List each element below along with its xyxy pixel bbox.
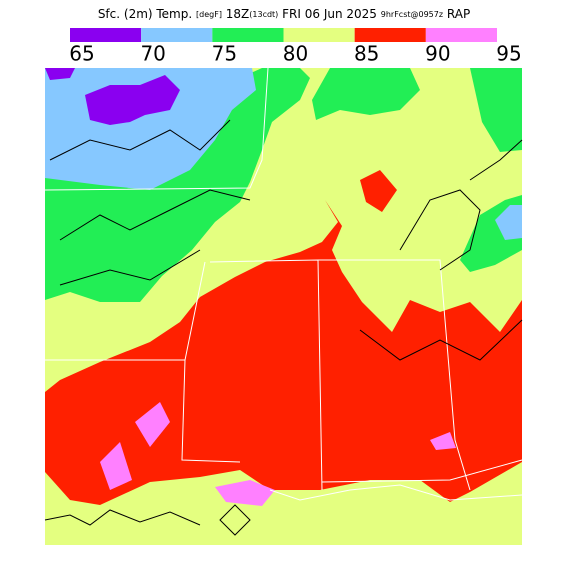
- legend-tick-label: 90: [425, 42, 450, 66]
- contour: [49, 119, 231, 161]
- border: [44, 67, 269, 191]
- region-75-80: [470, 68, 522, 152]
- title-part: RAP: [447, 7, 470, 21]
- title-part: (13cdt): [249, 10, 278, 19]
- region-70-75: [495, 205, 522, 240]
- contour: [399, 189, 481, 271]
- region-75-80: [312, 68, 420, 120]
- title-part: 9hrFcst@0957z: [381, 10, 443, 19]
- legend-bin: [212, 28, 284, 42]
- region-90-95: [215, 480, 275, 506]
- legend-bin: [70, 28, 142, 42]
- region-90-95: [135, 402, 170, 447]
- legend-bin: [354, 28, 426, 42]
- title: Sfc. (2m) Temp. [degF] 18Z(13cdt) FRI 06…: [98, 7, 470, 21]
- title-part: [degF]: [196, 10, 222, 19]
- title-part: FRI 06 Jun 2025: [282, 7, 377, 21]
- border: [321, 459, 523, 483]
- legend-tick-label: 95: [496, 42, 521, 66]
- legend-tick-label: 65: [69, 42, 94, 66]
- color-legend: 65 70 75 80 85 90 95: [69, 28, 522, 66]
- legend-tick-label: 75: [212, 42, 237, 66]
- contour: [59, 249, 201, 286]
- legend-bin: [425, 28, 497, 42]
- contour: [469, 139, 523, 181]
- legend-bin: [283, 28, 355, 42]
- region-75-80: [45, 68, 310, 302]
- border: [181, 261, 241, 463]
- contour: [59, 189, 251, 241]
- contour: [44, 509, 201, 526]
- region-65-70: [85, 75, 180, 125]
- coastline: [269, 484, 523, 501]
- legend-bin: [141, 28, 213, 42]
- border: [318, 259, 471, 491]
- region-85-90: [360, 170, 397, 212]
- contour: [359, 319, 523, 361]
- region-90-95: [100, 442, 132, 490]
- legend-tick-label: 80: [283, 42, 308, 66]
- contour: [219, 504, 251, 536]
- map: [44, 67, 523, 545]
- title-part: Sfc. (2m) Temp.: [98, 7, 192, 21]
- contours: [44, 119, 523, 536]
- region-65-70: [45, 68, 75, 80]
- title-part: 18Z: [226, 7, 250, 21]
- legend-tick-label: 70: [140, 42, 165, 66]
- region-90-95: [430, 432, 456, 450]
- state-borders: [44, 67, 523, 501]
- legend-tick-label: 85: [354, 42, 379, 66]
